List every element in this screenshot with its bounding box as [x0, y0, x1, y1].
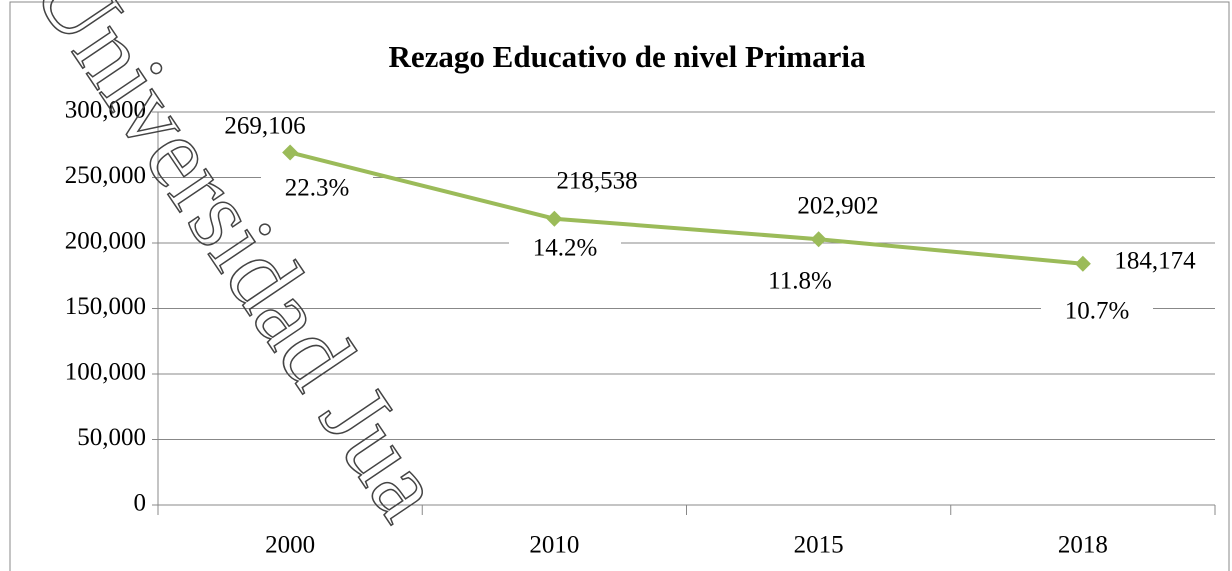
y-tick-label: 200,000 — [65, 228, 146, 255]
y-tick-label: 150,000 — [65, 293, 146, 320]
annotation: 11.8% — [768, 268, 832, 295]
x-tick-label: 2015 — [794, 532, 844, 559]
x-tick-label: 2000 — [265, 532, 315, 559]
marker — [1074, 255, 1091, 272]
annotation-bg — [509, 232, 621, 268]
data-label: 269,106 — [224, 113, 305, 140]
marker — [546, 210, 563, 227]
annotation-bg — [744, 265, 856, 301]
x-tick-label: 2010 — [529, 532, 579, 559]
data-label: 202,902 — [797, 193, 878, 220]
y-tick-label: 100,000 — [65, 359, 146, 386]
chart-frame — [9, 1, 1230, 571]
annotation-bg — [1041, 295, 1153, 331]
annotation: 22.3% — [285, 175, 350, 202]
y-tick-label: 50,000 — [77, 424, 146, 451]
line — [289, 150, 1084, 266]
y-tick-label: 0 — [134, 490, 147, 517]
marker — [282, 144, 299, 161]
data-label: 218,538 — [556, 168, 637, 195]
x-tick-label: 2018 — [1058, 532, 1108, 559]
chart-title: Rezago Educativo de nivel Primaria — [389, 39, 866, 74]
data-label: 184,174 — [1114, 248, 1196, 275]
marker — [810, 231, 827, 248]
annotation-bg — [261, 172, 373, 208]
annotation: 10.7% — [1065, 298, 1130, 325]
plot-area: 0 50,000 100,000 150,000 200,000 250,000 300,0… — [65, 97, 1216, 559]
y-tick-label: 300,000 — [65, 97, 146, 124]
y-tick-label: 250,000 — [65, 162, 146, 189]
annotation: 14.2% — [533, 235, 598, 262]
